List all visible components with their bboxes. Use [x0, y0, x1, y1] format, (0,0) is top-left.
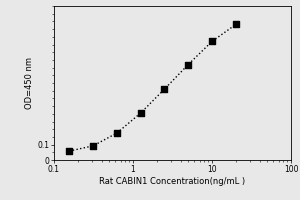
Point	[91, 144, 95, 147]
Y-axis label: OD=450 nm: OD=450 nm	[26, 57, 34, 109]
Point	[186, 63, 190, 66]
Point	[67, 149, 72, 153]
X-axis label: Rat CABIN1 Concentration(ng/mL ): Rat CABIN1 Concentration(ng/mL )	[99, 177, 246, 186]
Point	[210, 40, 214, 43]
Point	[233, 23, 238, 26]
Point	[115, 131, 119, 135]
Point	[162, 88, 167, 91]
Point	[138, 111, 143, 115]
